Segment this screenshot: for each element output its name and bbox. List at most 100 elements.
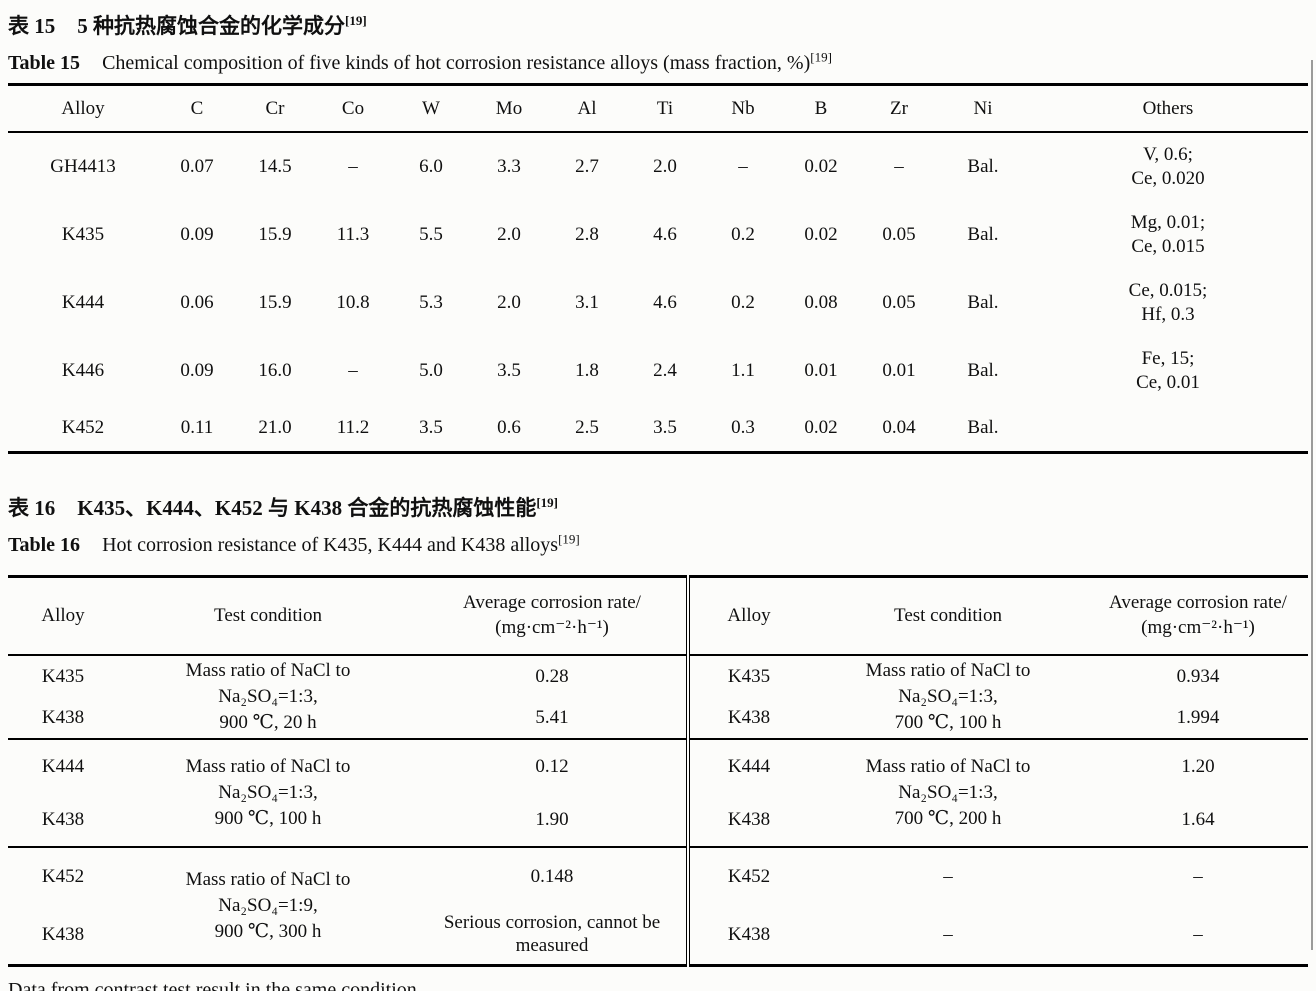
cell-mo: 3.5 bbox=[497, 360, 521, 381]
cell-al: 3.1 bbox=[575, 292, 599, 313]
cell-nb: 0.3 bbox=[731, 417, 755, 438]
cell-mo: 0.6 bbox=[497, 417, 521, 438]
table16-header-row: Alloy Test condition Average corrosion r… bbox=[8, 576, 1308, 656]
condition-line: 900 ℃, 20 h bbox=[219, 712, 317, 733]
cell-alloy: K438 bbox=[41, 924, 85, 945]
cell-c: 0.07 bbox=[180, 156, 214, 177]
cell-ni: Bal. bbox=[967, 292, 999, 313]
condition-line: Na₂SO₄=1:9, bbox=[218, 895, 318, 916]
cell-test-condition: Mass ratio of NaCl to Na₂SO₄=1:3, 700 ℃,… bbox=[808, 655, 1088, 740]
cell-alloy: K438 bbox=[686, 906, 808, 966]
cell-rate: 1.994 bbox=[1088, 697, 1308, 740]
table15-header-row: Alloy C Cr Co W Mo Al Ti Nb B Zr Ni Othe… bbox=[8, 84, 1308, 133]
condition-line: Na₂SO₄=1:3, bbox=[218, 686, 318, 707]
cell-alloy: K452 bbox=[61, 417, 105, 438]
cell-mo: 3.3 bbox=[497, 156, 521, 177]
cell-alloy: K444 bbox=[686, 739, 808, 793]
cell-w: 5.3 bbox=[419, 292, 443, 313]
col-header-mo: Mo bbox=[470, 84, 548, 133]
table16-group3-row1: K452 Mass ratio of NaCl to Na₂SO₄=1:9, 9… bbox=[8, 847, 1308, 942]
condition-line: Mass ratio of NaCl to bbox=[185, 756, 351, 777]
cell-w: 3.5 bbox=[419, 417, 443, 438]
table15-caption-en: Table 15 Chemical composition of five kin… bbox=[8, 49, 1308, 75]
table15-row-gh4413: GH4413 0.07 14.5 – 6.0 3.3 2.7 2.0 – 0.0… bbox=[8, 132, 1308, 201]
cell-co: 11.2 bbox=[336, 417, 370, 438]
cell-alloy: K452 bbox=[686, 847, 808, 906]
condition-line: Mass ratio of NaCl to bbox=[185, 869, 351, 890]
cell-alloy: K444 bbox=[41, 755, 85, 777]
cell-b: 0.02 bbox=[804, 417, 838, 438]
col-header-co: Co bbox=[314, 84, 392, 133]
cell-nb: 0.2 bbox=[731, 224, 755, 245]
col-header-alloy-left: Alloy bbox=[8, 576, 118, 656]
cell-b: 0.02 bbox=[804, 224, 838, 245]
table16-group2-row2: K438 1.90 K438 1.64 bbox=[8, 793, 1308, 848]
cell-ti: 2.0 bbox=[653, 156, 677, 177]
condition-line: 900 ℃, 100 h bbox=[214, 808, 322, 829]
cell-b: 0.02 bbox=[804, 156, 838, 177]
table15-title-zh: 5 种抗热腐蚀合金的化学成分 bbox=[77, 14, 345, 38]
condition-line: 700 ℃, 200 h bbox=[894, 808, 1002, 829]
cell-alloy: K452 bbox=[41, 866, 85, 887]
cell-zr: 0.01 bbox=[882, 360, 916, 381]
cell-ni: Bal. bbox=[967, 417, 999, 438]
table15: Alloy C Cr Co W Mo Al Ti Nb B Zr Ni Othe… bbox=[8, 83, 1308, 454]
condition-line: 900 ℃, 300 h bbox=[214, 921, 322, 942]
cell-b: 0.08 bbox=[804, 292, 838, 313]
col-header-ni: Ni bbox=[938, 84, 1028, 133]
cell-others: Fe, 15; Ce, 0.01 bbox=[1028, 337, 1308, 405]
table15-caption-zh: 表 15 5 种抗热腐蚀合金的化学成分[19] bbox=[8, 10, 1308, 40]
cell-ti: 4.6 bbox=[653, 292, 677, 313]
col-header-nb: Nb bbox=[704, 84, 782, 133]
cell-cr: 14.5 bbox=[258, 156, 292, 177]
cell-zr: 0.05 bbox=[882, 224, 916, 245]
table15-ref-en: [19] bbox=[810, 49, 832, 65]
cell-rate: 1.90 bbox=[418, 793, 688, 848]
others-line: Hf, 0.3 bbox=[1141, 304, 1195, 325]
others-line: Ce, 0.020 bbox=[1131, 168, 1205, 189]
cell-ti: 2.4 bbox=[653, 360, 677, 381]
col-header-zr: Zr bbox=[860, 84, 938, 133]
cell-w: 6.0 bbox=[419, 156, 443, 177]
cell-nb: 1.1 bbox=[731, 360, 755, 381]
cell-alloy: K438 bbox=[8, 697, 118, 740]
others-line: Ce, 0.01 bbox=[1136, 372, 1200, 393]
cell-alloy: K435 bbox=[686, 655, 808, 697]
table16-footnote: Data from contrast test result in the sa… bbox=[8, 979, 422, 991]
table15-label-en: Table 15 bbox=[8, 52, 81, 74]
col-header-cr: Cr bbox=[236, 84, 314, 133]
others-line: Ce, 0.015; bbox=[1128, 280, 1208, 302]
col-header-condition-left: Test condition bbox=[118, 576, 418, 656]
condition-line: 700 ℃, 100 h bbox=[894, 712, 1002, 733]
table16: Alloy Test condition Average corrosion r… bbox=[8, 575, 1308, 967]
cell-test-condition: – bbox=[943, 924, 953, 945]
cell-others bbox=[1028, 405, 1308, 453]
table16-label-zh: 表 16 bbox=[8, 496, 56, 520]
others-line: Ce, 0.015 bbox=[1131, 236, 1205, 257]
cell-co: – bbox=[348, 156, 358, 177]
cell-alloy: GH4413 bbox=[50, 156, 116, 177]
cell-alloy: K435 bbox=[41, 665, 85, 687]
others-line: V, 0.6; bbox=[1143, 144, 1193, 166]
table16-title-en: Hot corrosion resistance of K435, K444 a… bbox=[102, 534, 559, 556]
cell-alloy: K435 bbox=[61, 224, 105, 245]
cell-ni: Bal. bbox=[967, 360, 999, 381]
cell-al: 2.7 bbox=[575, 156, 599, 177]
col-header-rate-left: Average corrosion rate/ (mg·cm⁻²·h⁻¹) bbox=[418, 576, 688, 656]
cell-others: Mg, 0.01; Ce, 0.015 bbox=[1028, 201, 1308, 269]
cell-c: 0.09 bbox=[180, 360, 214, 381]
condition-line: Na₂SO₄=1:3, bbox=[898, 686, 998, 707]
cell-rate: 0.28 bbox=[535, 665, 569, 687]
table15-row-k452: K452 0.11 21.0 11.2 3.5 0.6 2.5 3.5 0.3 … bbox=[8, 405, 1308, 453]
col-header-w: W bbox=[392, 84, 470, 133]
rate-header-line: (mg·cm⁻²·h⁻¹) bbox=[495, 617, 609, 638]
cell-mo: 2.0 bbox=[497, 292, 521, 313]
cell-c: 0.11 bbox=[180, 417, 214, 438]
cell-co: 10.8 bbox=[336, 292, 370, 313]
cell-cr: 21.0 bbox=[258, 417, 292, 438]
table15-ref-zh: [19] bbox=[345, 13, 367, 28]
cell-cr: 16.0 bbox=[258, 360, 292, 381]
cell-co: 11.3 bbox=[336, 224, 370, 245]
cell-ni: Bal. bbox=[967, 224, 999, 245]
